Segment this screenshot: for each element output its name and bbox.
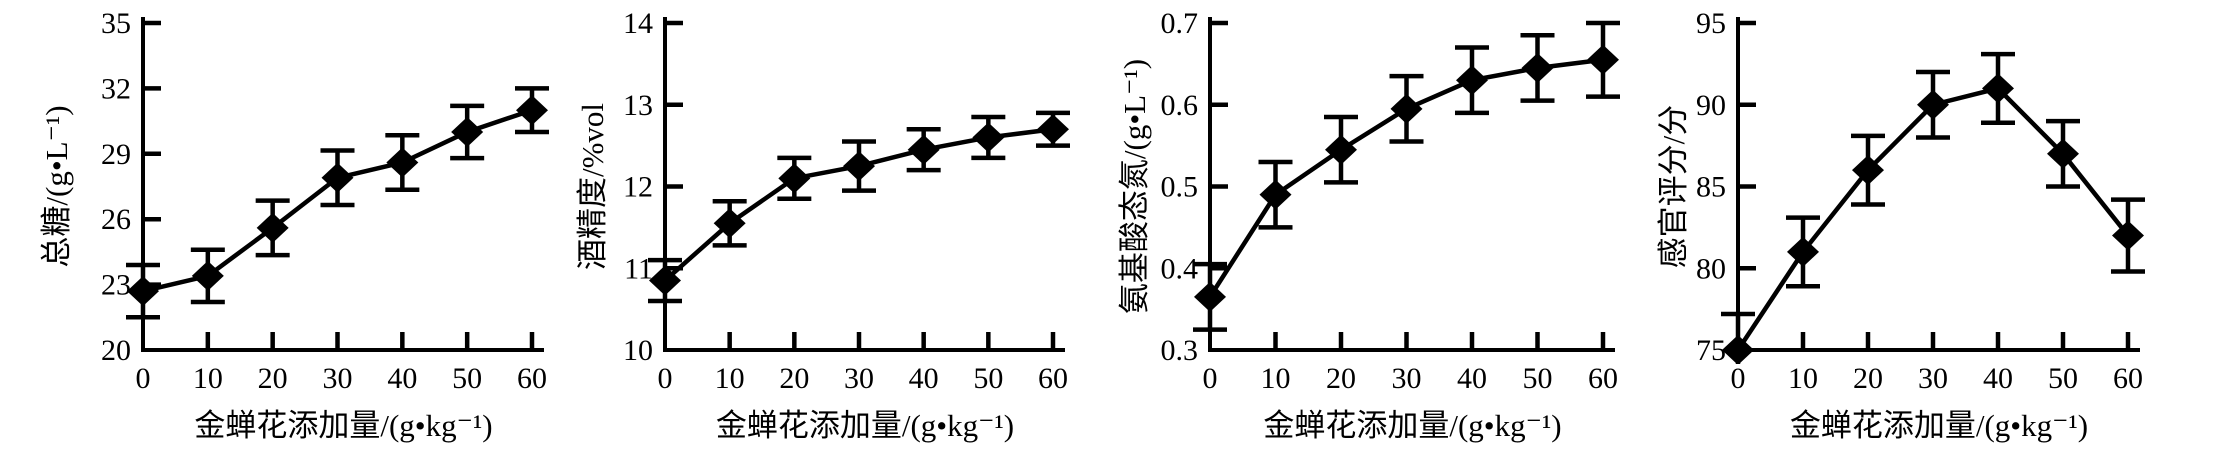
x-tick-label: 10: [715, 362, 745, 395]
y-tick-label: 0.5: [1161, 171, 1199, 204]
panel-alcohol-content: 10 11 12 13 14 0 10 20 30 40 50 60 金蝉花添加量/(g•kg⁻¹) 酒精…: [556, 0, 1112, 468]
y-tick-label: 90: [1696, 89, 1726, 122]
x-axis-title: 金蝉花添加量/(g•kg⁻¹): [716, 408, 1014, 443]
x-tick-label: 40: [387, 362, 417, 395]
x-tick-label: 50: [452, 362, 482, 395]
x-tick-label: 10: [1261, 362, 1291, 395]
y-tick-label: 29: [101, 138, 131, 171]
data-series: [1193, 20, 1620, 332]
data-point-marker: [2112, 220, 2144, 251]
y-axis-title: 氨基酸态氮/(g•L⁻¹): [1117, 59, 1152, 314]
data-point-marker: [321, 162, 354, 193]
chart-total-sugar: 20 23 26 29 32 35 0 10 20 30 40 50 60 金蝉花添加量/(g•kg⁻¹)…: [39, 7, 549, 443]
data-point-marker: [713, 208, 746, 239]
x-tick-label: 30: [844, 362, 874, 395]
chart-amino-acid-nitrogen: 0.3 0.4 0.5 0.6 0.7 0 10 20 30 40 50 60 金蝉花添加量/(g•kg…: [1117, 7, 1620, 443]
x-axis-title: 金蝉花添加量/(g•kg⁻¹): [1263, 408, 1561, 443]
y-tick-label: 12: [623, 171, 653, 204]
y-tick-label: 0.3: [1161, 334, 1199, 367]
data-series: [648, 110, 1070, 304]
data-point-marker: [972, 122, 1005, 153]
x-tick-label: 0: [1203, 362, 1218, 395]
y-tick-label: 0.7: [1161, 7, 1199, 40]
x-tick-label: 0: [1731, 362, 1746, 395]
x-tick-label: 40: [1983, 362, 2013, 395]
y-tick-label: 85: [1696, 171, 1726, 204]
x-tick-label: 60: [517, 362, 547, 395]
data-point-marker: [1194, 281, 1226, 312]
x-tick-label: 10: [193, 362, 223, 395]
x-tick-label: 30: [1918, 362, 1948, 395]
data-point-marker: [1982, 73, 2014, 104]
x-tick-label: 20: [1853, 362, 1883, 395]
data-point-marker: [256, 212, 289, 243]
x-tick-label: 40: [1457, 362, 1487, 395]
y-tick-label: 95: [1696, 7, 1726, 40]
x-tick-label: 60: [1588, 362, 1618, 395]
data-point-marker: [1037, 114, 1069, 145]
y-tick-label: 0.4: [1161, 252, 1199, 285]
x-tick-label: 60: [1038, 362, 1068, 395]
data-point-marker: [451, 117, 484, 147]
y-tick-label: 26: [101, 203, 131, 236]
data-point-marker: [386, 147, 419, 178]
data-point-marker: [2047, 138, 2079, 169]
x-axis-title: 金蝉花添加量/(g•kg⁻¹): [194, 408, 492, 443]
data-point-marker: [1390, 93, 1423, 124]
chart-sensory-score: 75 80 85 90 95 0 10 20 30 40 50 60 金蝉花添加量/(g•kg⁻¹) 感官…: [1656, 7, 2145, 443]
data-point-marker: [907, 134, 940, 165]
x-tick-label: 50: [2048, 362, 2078, 395]
x-tick-label: 50: [973, 362, 1003, 395]
data-point-marker: [1587, 44, 1619, 75]
y-tick-label: 13: [623, 89, 653, 122]
x-tick-label: 20: [779, 362, 809, 395]
data-point-marker: [1917, 89, 1949, 120]
y-axis-title: 酒精度/%vol: [575, 103, 610, 270]
x-tick-label: 30: [1392, 362, 1422, 395]
data-point-marker: [1787, 236, 1819, 267]
y-tick-label: 80: [1696, 252, 1726, 285]
y-axis-title: 感官评分/分: [1656, 105, 1691, 269]
data-point-marker: [1852, 155, 1884, 186]
x-tick-label: 20: [258, 362, 288, 395]
y-axis-title: 总糖/(g•L⁻¹): [39, 105, 74, 267]
panel-total-sugar: 20 23 26 29 32 35 0 10 20 30 40 50 60 金蝉花添加量/(g•kg⁻¹)…: [0, 0, 556, 468]
data-point-marker: [1456, 65, 1488, 96]
data-series: [1721, 51, 2145, 364]
data-point-marker: [516, 95, 548, 126]
x-tick-label: 40: [909, 362, 939, 395]
y-tick-label: 20: [101, 334, 131, 367]
data-point-marker: [778, 163, 811, 194]
y-tick-label: 11: [624, 252, 653, 285]
y-tick-label: 14: [623, 7, 653, 40]
data-point-marker: [1521, 52, 1554, 83]
data-point-marker: [843, 151, 875, 182]
data-point-marker: [191, 260, 224, 291]
y-tick-label: 23: [101, 269, 131, 302]
panel-amino-acid-nitrogen: 0.3 0.4 0.5 0.6 0.7 0 10 20 30 40 50 60 金蝉花添加量/(g•kg…: [1112, 0, 1668, 468]
y-tick-label: 35: [101, 7, 131, 40]
y-tick-label: 0.6: [1161, 89, 1199, 122]
data-point-marker: [127, 276, 159, 307]
data-point-marker: [649, 265, 681, 296]
data-series: [126, 86, 549, 320]
x-tick-label: 60: [2113, 362, 2143, 395]
data-point-marker: [1722, 335, 1754, 364]
x-tick-label: 0: [136, 362, 151, 395]
x-tick-label: 50: [1523, 362, 1553, 395]
data-point-marker: [1259, 179, 1292, 210]
data-point-marker: [1325, 134, 1357, 165]
y-tick-label: 32: [101, 72, 131, 105]
x-axis-title: 金蝉花添加量/(g•kg⁻¹): [1790, 408, 2088, 443]
x-tick-label: 10: [1788, 362, 1818, 395]
panel-sensory-score: 75 80 85 90 95 0 10 20 30 40 50 60 金蝉花添加量/(g•kg⁻¹) 感官…: [1656, 0, 2223, 468]
x-tick-label: 30: [323, 362, 353, 395]
y-tick-label: 10: [623, 334, 653, 367]
x-tick-label: 0: [658, 362, 673, 395]
x-tick-label: 20: [1326, 362, 1356, 395]
y-tick-label: 75: [1696, 334, 1726, 367]
